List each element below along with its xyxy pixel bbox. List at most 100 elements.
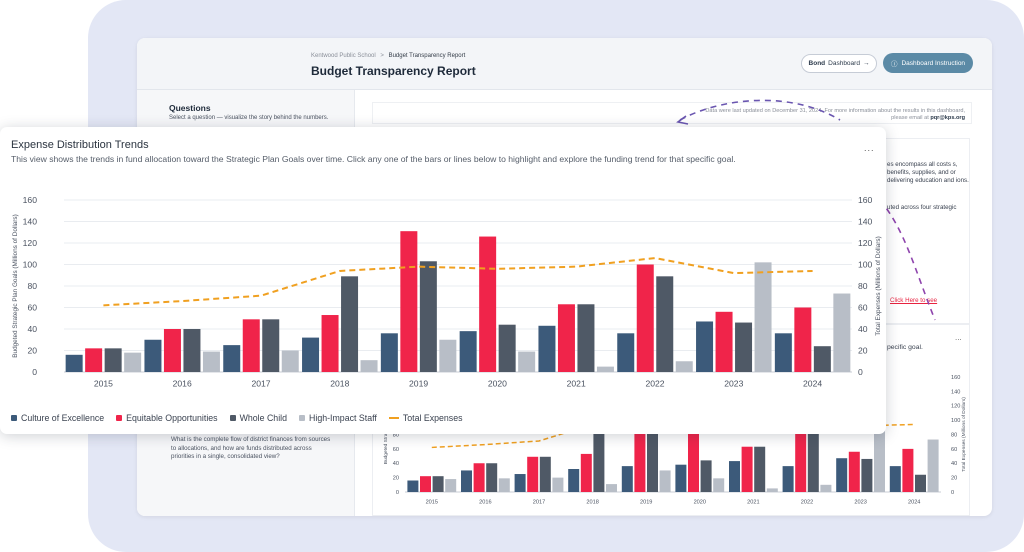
contact-email-link[interactable]: pqr@kps.org: [930, 115, 965, 121]
bar-whole-child[interactable]: [262, 319, 280, 372]
bar-high-impact[interactable]: [202, 351, 220, 372]
bar-whole-child[interactable]: [593, 428, 605, 492]
bar-culture[interactable]: [223, 345, 241, 372]
bar-high-impact[interactable]: [124, 352, 142, 372]
bar-high-impact[interactable]: [498, 478, 510, 492]
legend-item-culture[interactable]: Culture of Excellence: [11, 413, 104, 423]
bar-equitable[interactable]: [741, 446, 753, 492]
bar-whole-child[interactable]: [498, 324, 516, 372]
bar-high-impact[interactable]: [675, 361, 693, 372]
bar-whole-child[interactable]: [577, 304, 595, 372]
update-notice: Data were last updated on December 31, 2…: [372, 102, 972, 124]
bar-culture[interactable]: [568, 469, 580, 492]
bar-equitable[interactable]: [163, 329, 181, 372]
legend-item-whole-child[interactable]: Whole Child: [229, 413, 287, 423]
bar-equitable[interactable]: [527, 456, 539, 492]
bar-whole-child[interactable]: [539, 456, 551, 492]
bar-equitable[interactable]: [794, 307, 812, 373]
bar-high-impact[interactable]: [445, 479, 457, 492]
bar-equitable[interactable]: [715, 311, 733, 372]
bar-culture[interactable]: [302, 337, 320, 372]
bar-whole-child[interactable]: [807, 428, 819, 492]
question-item-flow[interactable]: What is the complete flow of district fi…: [171, 436, 331, 460]
bar-equitable[interactable]: [242, 319, 260, 372]
bar-culture[interactable]: [836, 458, 848, 492]
bar-high-impact[interactable]: [927, 439, 939, 492]
bar-high-impact[interactable]: [754, 262, 772, 372]
secondary-card-menu-icon[interactable]: ...: [955, 333, 962, 342]
breadcrumb-current: Budget Transparency Report: [388, 53, 466, 59]
bar-whole-child[interactable]: [656, 276, 674, 372]
bar-whole-child[interactable]: [419, 261, 437, 372]
bond-dashboard-button[interactable]: Bond Dashboard →: [801, 54, 877, 73]
bar-high-impact[interactable]: [360, 360, 378, 372]
bar-high-impact[interactable]: [833, 293, 851, 372]
bar-whole-child[interactable]: [341, 276, 359, 372]
bar-high-impact[interactable]: [281, 350, 299, 373]
bar-culture[interactable]: [380, 333, 398, 372]
bar-culture[interactable]: [774, 333, 792, 372]
bar-equitable[interactable]: [580, 453, 592, 492]
bar-whole-child[interactable]: [104, 348, 122, 372]
legend-item-high-impact[interactable]: High-Impact Staff: [299, 413, 377, 423]
bar-culture[interactable]: [675, 464, 687, 492]
bar-whole-child[interactable]: [700, 460, 712, 492]
y-tick-left: 160: [23, 195, 38, 205]
dashboard-instruction-button[interactable]: ⓘ Dashboard Instruction: [883, 53, 973, 73]
bar-equitable[interactable]: [321, 315, 339, 372]
legend-item-equitable[interactable]: Equitable Opportunities: [116, 413, 218, 423]
bar-high-impact[interactable]: [713, 478, 725, 492]
bar-high-impact[interactable]: [518, 351, 536, 372]
bar-culture[interactable]: [729, 461, 740, 492]
bar-high-impact[interactable]: [552, 477, 564, 492]
bar-equitable[interactable]: [557, 304, 575, 372]
bar-high-impact[interactable]: [659, 470, 671, 492]
bar-culture[interactable]: [621, 466, 633, 492]
bar-equitable[interactable]: [902, 448, 914, 492]
bar-high-impact[interactable]: [606, 484, 617, 492]
bar-whole-child[interactable]: [647, 417, 658, 492]
bar-whole-child[interactable]: [813, 346, 831, 372]
bar-whole-child[interactable]: [183, 329, 201, 372]
x-tick-label: 2019: [640, 500, 652, 506]
bar-culture[interactable]: [696, 321, 714, 372]
legend-item-total-expenses[interactable]: Total Expenses: [388, 413, 463, 423]
popup-menu-icon[interactable]: ...: [864, 143, 875, 153]
bar-high-impact[interactable]: [596, 366, 614, 372]
bar-culture[interactable]: [459, 331, 477, 372]
bar-whole-child[interactable]: [432, 476, 444, 492]
bar-high-impact[interactable]: [820, 484, 832, 492]
bar-whole-child[interactable]: [735, 322, 753, 372]
bar-whole-child[interactable]: [861, 458, 873, 492]
bar-high-impact[interactable]: [874, 418, 885, 492]
bar-culture[interactable]: [514, 474, 526, 492]
bar-equitable[interactable]: [795, 420, 807, 492]
bar-equitable[interactable]: [848, 451, 860, 492]
bar-equitable[interactable]: [473, 463, 485, 492]
breadcrumb-parent[interactable]: Kentwood Public School: [311, 53, 376, 59]
bar-equitable[interactable]: [688, 401, 699, 492]
bar-equitable[interactable]: [636, 264, 654, 373]
bar-equitable[interactable]: [420, 476, 431, 492]
bar-culture[interactable]: [65, 354, 83, 372]
bar-equitable[interactable]: [85, 348, 103, 372]
click-here-link[interactable]: Click Here to see: [890, 297, 938, 304]
bar-high-impact[interactable]: [766, 488, 778, 492]
y-tick-right: 120: [951, 404, 960, 410]
y-tick-right: 0: [858, 367, 863, 377]
bar-whole-child[interactable]: [486, 463, 498, 492]
total-expenses-line[interactable]: [103, 257, 813, 307]
bar-equitable[interactable]: [479, 236, 497, 372]
bar-culture[interactable]: [538, 325, 556, 372]
bar-equitable[interactable]: [634, 397, 646, 492]
bar-culture[interactable]: [461, 470, 472, 492]
bar-equitable[interactable]: [400, 231, 418, 372]
bar-whole-child[interactable]: [915, 474, 926, 492]
bar-culture[interactable]: [782, 466, 794, 492]
bar-high-impact[interactable]: [439, 339, 457, 372]
bar-whole-child[interactable]: [754, 446, 766, 492]
bar-culture[interactable]: [407, 480, 419, 493]
bar-culture[interactable]: [617, 333, 635, 372]
bar-culture[interactable]: [889, 466, 901, 492]
bar-culture[interactable]: [144, 339, 162, 372]
